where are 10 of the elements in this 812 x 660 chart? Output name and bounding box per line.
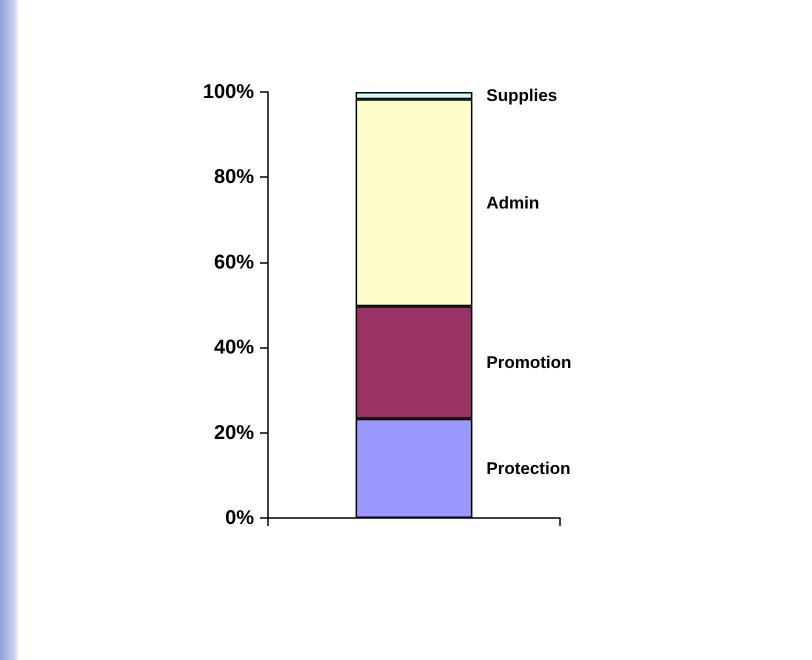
y-tick-label: 40% [214,336,254,359]
y-tick-label: 20% [214,422,254,444]
series-label: Admin [486,193,540,212]
y-tick-label: 100% [202,81,254,103]
y-tick-label: 80% [214,166,254,188]
series-label: Protection [486,458,570,478]
y-tick-label: 60% [214,251,254,274]
series-label: Supplies [486,86,558,106]
series-label: Promotion [486,353,572,372]
y-tick-label: 0% [225,507,254,529]
